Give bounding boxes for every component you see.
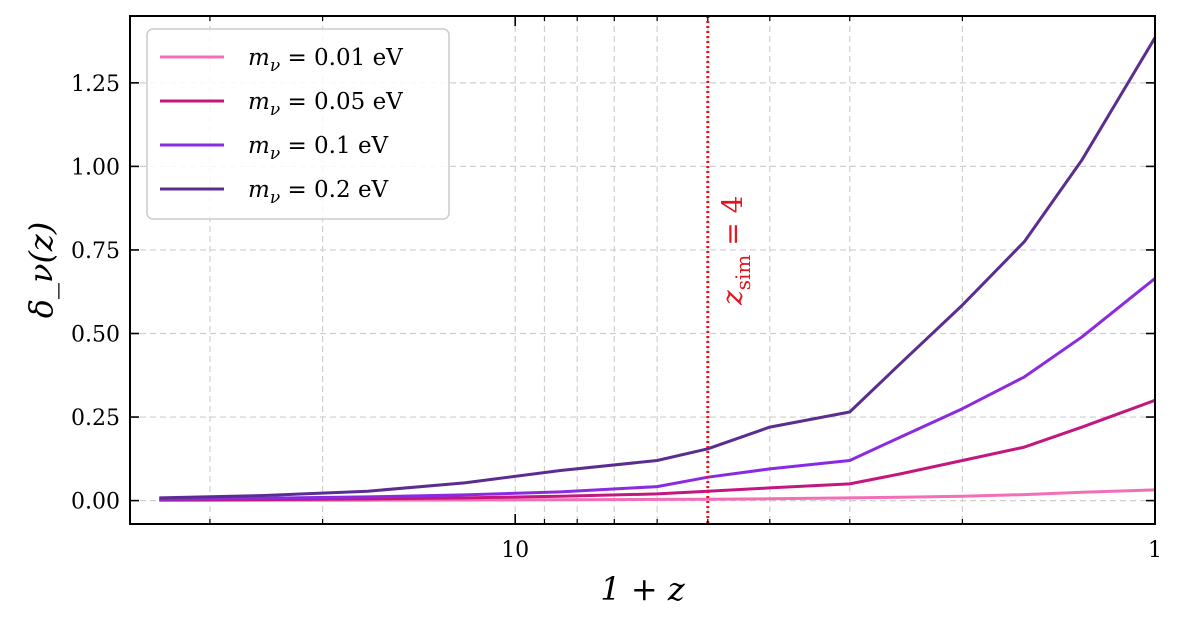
y-tick-label: 0.75	[71, 239, 120, 264]
legend: mν = 0.01 eV mν = 0.05 eV mν = 0.1 eV mν = …	[146, 28, 450, 220]
series-line-3	[159, 277, 1156, 501]
legend-entry-label: mν = 0.2 eV	[248, 177, 389, 208]
plot-frame	[129, 15, 1156, 525]
ticks-group: 0.00 0.25 0.50 0.75 1.00 1.25 10 1	[71, 16, 1162, 563]
y-tick-label: 1.00	[71, 155, 120, 180]
y-tick-label: 0.25	[71, 406, 120, 431]
series-group	[159, 36, 1157, 502]
y-tick-label: 0.00	[71, 490, 120, 515]
series-line-4	[159, 36, 1157, 500]
y-axis-label: δ_ν(z)	[22, 222, 60, 319]
annotation-label: zsim = 4	[716, 196, 755, 306]
y-tick-label: 0.50	[71, 323, 120, 348]
legend-entry-label: mν = 0.05 eV	[248, 89, 403, 120]
y-tick-label: 1.25	[71, 72, 120, 97]
series-line-2	[159, 398, 1156, 502]
x-tick-label: 1	[1148, 538, 1162, 563]
legend-entry-label: mν = 0.01 eV	[248, 45, 403, 76]
annotation-group: zsim = 4	[706, 16, 755, 524]
x-tick-label: 10	[501, 538, 529, 563]
legend-entry-label: mν = 0.1 eV	[248, 133, 389, 164]
legend-box	[146, 28, 450, 220]
x-axis-label: 1 + z	[600, 570, 686, 608]
